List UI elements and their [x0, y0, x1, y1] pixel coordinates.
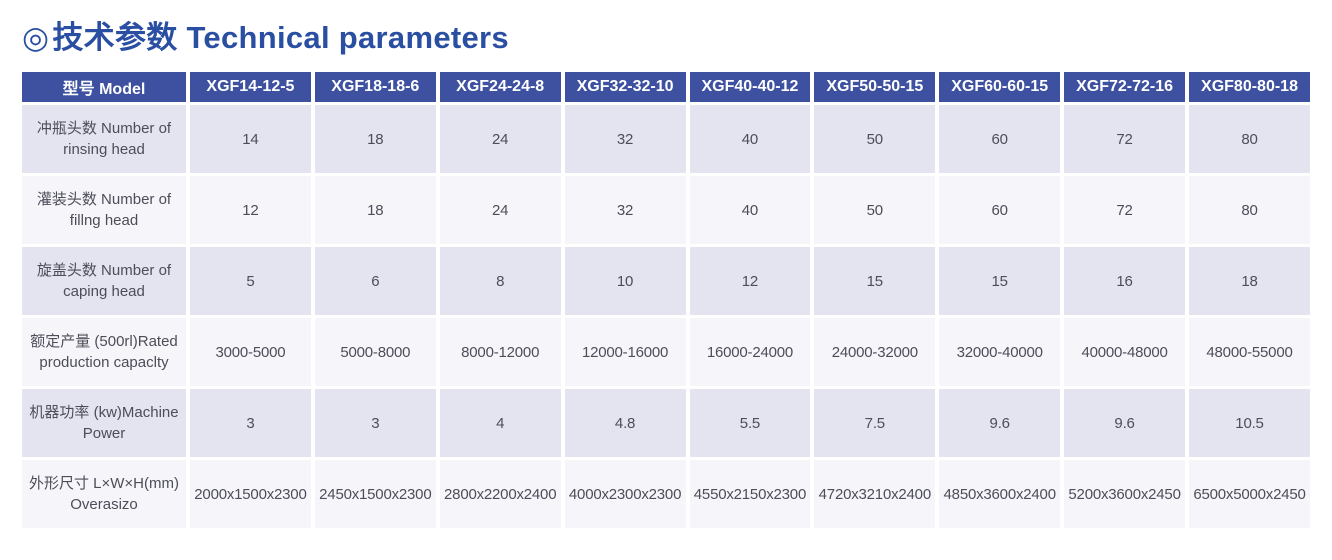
value-cell: 32000-40000: [939, 318, 1061, 386]
header-cell-xgf24-24-8: XGF24-24-8: [439, 72, 561, 102]
value-cell: 32: [564, 105, 686, 173]
value-cell: 18: [314, 176, 436, 244]
value-cell: 40000-48000: [1064, 318, 1185, 386]
double-circle-bullet-icon: ◎: [22, 20, 50, 55]
value-cell: 60: [939, 105, 1061, 173]
page: ◎ 技术参数 Technical parameters 型号 Model XGF…: [18, 12, 1314, 531]
header-cell-xgf60-60-15: XGF60-60-15: [939, 72, 1061, 102]
value-cell: 10.5: [1189, 389, 1310, 457]
value-cell: 40: [689, 105, 811, 173]
value-cell: 12000-16000: [564, 318, 686, 386]
value-cell: 72: [1064, 176, 1185, 244]
value-cell: 4720x3210x2400: [814, 460, 936, 528]
value-cell: 50: [814, 176, 936, 244]
value-cell: 10: [564, 247, 686, 315]
header-cell-xgf50-50-15: XGF50-50-15: [814, 72, 936, 102]
table-row-machine-power: 机器功率 (kw)Machine Power 3 3 4 4.8 5.5 7.5…: [22, 389, 1310, 457]
row-label-rated-capacity: 额定产量 (500rl)Rated production capaclty: [22, 318, 186, 386]
header-row: 型号 Model XGF14-12-5 XGF18-18-6 XGF24-24-…: [22, 72, 1310, 102]
value-cell: 8: [439, 247, 561, 315]
value-cell: 15: [814, 247, 936, 315]
header-cell-xgf72-72-16: XGF72-72-16: [1064, 72, 1185, 102]
value-cell: 2000x1500x2300: [190, 460, 311, 528]
value-cell: 4.8: [564, 389, 686, 457]
value-cell: 12: [190, 176, 311, 244]
value-cell: 5200x3600x2450: [1064, 460, 1185, 528]
header-cell-xgf32-32-10: XGF32-32-10: [564, 72, 686, 102]
row-label-capping-head: 旋盖头数 Number of caping head: [22, 247, 186, 315]
value-cell: 3: [314, 389, 436, 457]
value-cell: 80: [1189, 105, 1310, 173]
value-cell: 72: [1064, 105, 1185, 173]
header-cell-xgf14-12-5: XGF14-12-5: [190, 72, 311, 102]
value-cell: 16: [1064, 247, 1185, 315]
value-cell: 50: [814, 105, 936, 173]
value-cell: 7.5: [814, 389, 936, 457]
value-cell: 8000-12000: [439, 318, 561, 386]
value-cell: 6500x5000x2450: [1189, 460, 1310, 528]
value-cell: 4000x2300x2300: [564, 460, 686, 528]
value-cell: 9.6: [1064, 389, 1185, 457]
value-cell: 18: [314, 105, 436, 173]
value-cell: 15: [939, 247, 1061, 315]
header-cell-xgf80-80-18: XGF80-80-18: [1189, 72, 1310, 102]
value-cell: 3000-5000: [190, 318, 311, 386]
page-title: ◎ 技术参数 Technical parameters: [22, 12, 1312, 57]
value-cell: 2450x1500x2300: [314, 460, 436, 528]
value-cell: 12: [689, 247, 811, 315]
value-cell: 24: [439, 105, 561, 173]
row-label-machine-power: 机器功率 (kw)Machine Power: [22, 389, 186, 457]
header-cell-model: 型号 Model: [22, 72, 186, 102]
value-cell: 18: [1189, 247, 1310, 315]
technical-parameters-table: 型号 Model XGF14-12-5 XGF18-18-6 XGF24-24-…: [18, 69, 1314, 531]
value-cell: 48000-55000: [1189, 318, 1310, 386]
value-cell: 5: [190, 247, 311, 315]
table-row-rated-capacity: 额定产量 (500rl)Rated production capaclty 30…: [22, 318, 1310, 386]
value-cell: 5000-8000: [314, 318, 436, 386]
value-cell: 14: [190, 105, 311, 173]
table-row-rinsing-head: 冲瓶头数 Number of rinsing head 14 18 24 32 …: [22, 105, 1310, 173]
value-cell: 24: [439, 176, 561, 244]
table-row-capping-head: 旋盖头数 Number of caping head 5 6 8 10 12 1…: [22, 247, 1310, 315]
value-cell: 4850x3600x2400: [939, 460, 1061, 528]
value-cell: 24000-32000: [814, 318, 936, 386]
value-cell: 4550x2150x2300: [689, 460, 811, 528]
value-cell: 80: [1189, 176, 1310, 244]
value-cell: 16000-24000: [689, 318, 811, 386]
header-cell-xgf40-40-12: XGF40-40-12: [689, 72, 811, 102]
row-label-rinsing-head: 冲瓶头数 Number of rinsing head: [22, 105, 186, 173]
value-cell: 32: [564, 176, 686, 244]
table-row-filling-head: 灌装头数 Number of fillng head 12 18 24 32 4…: [22, 176, 1310, 244]
row-label-filling-head: 灌装头数 Number of fillng head: [22, 176, 186, 244]
value-cell: 9.6: [939, 389, 1061, 457]
page-title-text: 技术参数 Technical parameters: [52, 20, 509, 55]
table-row-overall-size: 外形尺寸 L×W×H(mm) Overasizo 2000x1500x2300 …: [22, 460, 1310, 528]
value-cell: 60: [939, 176, 1061, 244]
value-cell: 6: [314, 247, 436, 315]
value-cell: 4: [439, 389, 561, 457]
row-label-overall-size: 外形尺寸 L×W×H(mm) Overasizo: [22, 460, 186, 528]
header-cell-xgf18-18-6: XGF18-18-6: [314, 72, 436, 102]
value-cell: 2800x2200x2400: [439, 460, 561, 528]
value-cell: 40: [689, 176, 811, 244]
value-cell: 3: [190, 389, 311, 457]
value-cell: 5.5: [689, 389, 811, 457]
